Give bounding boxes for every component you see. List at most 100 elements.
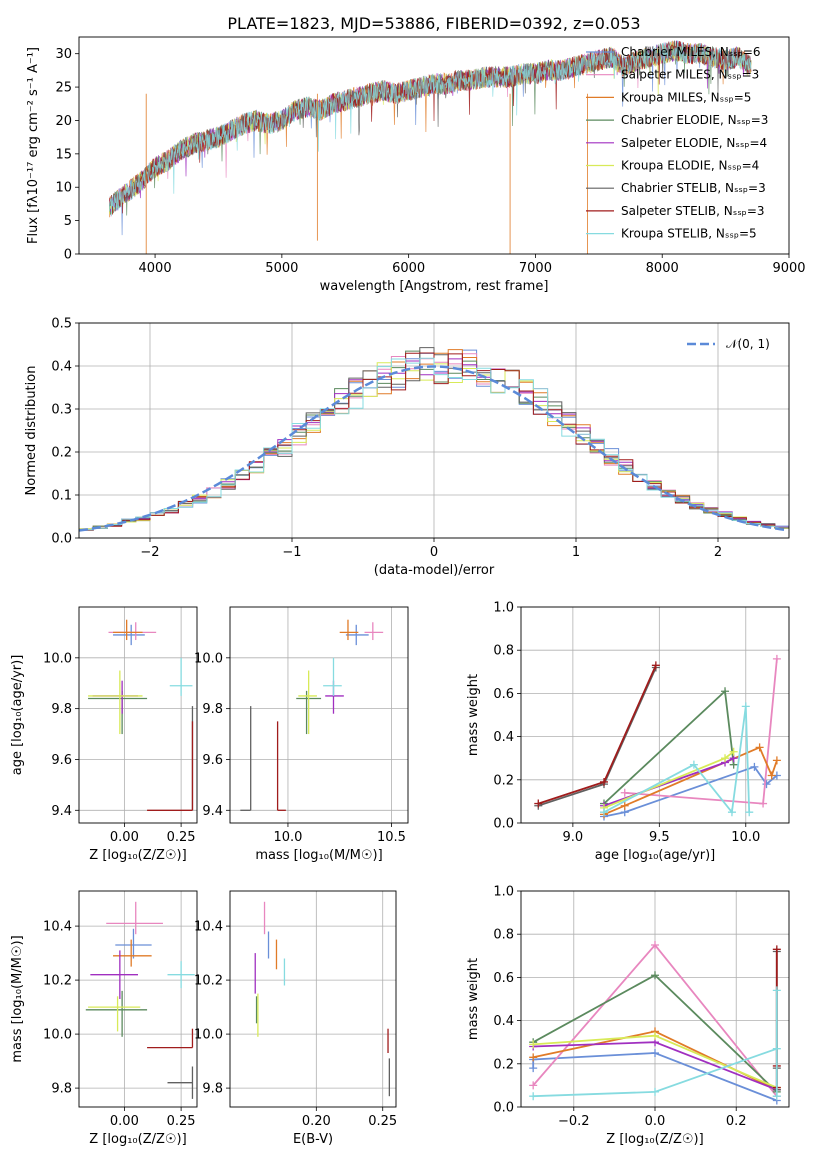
mass_vs_EBV-xtick-label: 0.20 xyxy=(302,1114,331,1129)
residuals-ytick-label: 0.4 xyxy=(51,360,72,375)
weight_vs_Z-ytick-label: 0.6 xyxy=(493,971,514,986)
residuals-xtick-label: 1 xyxy=(572,545,580,560)
residuals-ytick-label: 0.3 xyxy=(51,403,72,418)
spectrum-xtick-label: 4000 xyxy=(139,261,172,276)
mass_vs_Z-point xyxy=(113,939,152,967)
mass_vs_EBV-ytick-label: 10.0 xyxy=(194,1028,223,1043)
weight_vs_age-marker xyxy=(727,808,736,817)
spectrum-xtick-label: 7000 xyxy=(519,261,552,276)
panels: 4000 5000 6000 7000 8000 9000051015202530wave… xyxy=(10,36,806,1147)
age_vs_mass-axes: 10.0 10.5 9.4 9.6 9.8 10.0 mass [log₁₀(M/M☉)] xyxy=(194,607,408,863)
age_vs_mass-xlabel: mass [log₁₀(M/M☉)] xyxy=(255,848,382,863)
weight_vs_age-ytick-label: 1.0 xyxy=(493,601,514,616)
weight_vs_age-xtick-label: 10.0 xyxy=(731,830,760,845)
weight_vs_age-marker xyxy=(599,777,608,786)
mass_vs_Z-xlabel: Z [log₁₀(Z/Z☉)] xyxy=(89,1132,186,1147)
mass_vs_Z-point xyxy=(106,901,163,935)
residuals-axes: −2 −1 0 1 2 0.0 0.1 0.2 0.3 0.4 0.5 (data-model)/er… xyxy=(24,317,789,578)
weight_vs_age-ytick-label: 0.8 xyxy=(493,644,514,659)
spectrum-ytick-label: 5 xyxy=(64,214,72,229)
age_vs_Z-point xyxy=(113,619,143,641)
spectrum-legend-entry: Salpeter MILES, Nₛₛₚ=3 xyxy=(621,68,759,82)
spectrum-frame xyxy=(78,36,790,255)
weight_vs_age-marker xyxy=(729,747,738,756)
figure-title: PLATE=1823, MJD=53886, FIBERID=0392, z=0… xyxy=(227,14,640,33)
weight_vs_age-axes: 9.0 9.5 10.0 0.0 0.2 0.4 0.6 0.8 1.0 age [log₁₀(a… xyxy=(466,601,789,863)
spectrum-legend: Chabrier MILES, Nₛₛₚ=6 Salpeter MILES, Nₛ… xyxy=(586,45,768,241)
weight_vs_Z-xtick-label: −0.2 xyxy=(558,1114,590,1129)
weight_vs_age-marker xyxy=(755,743,764,752)
weight_vs_Z-marker xyxy=(772,945,781,954)
weight_vs_Z-marker xyxy=(651,941,659,949)
spectrum-ytick-label: 30 xyxy=(55,47,72,62)
weight_vs_age-marker xyxy=(741,702,750,711)
weight_vs_Z-xtick-label: 0.2 xyxy=(726,1114,747,1129)
weight_vs_Z-marker xyxy=(529,1092,538,1101)
age_vs_Z-point xyxy=(147,721,194,811)
weight_vs_age-series-line xyxy=(624,658,778,805)
weight_vs_age-ytick-label: 0.4 xyxy=(493,730,514,745)
mass_vs_Z-frame xyxy=(78,890,198,1108)
weight_vs_Z-marker xyxy=(772,1044,781,1053)
age_vs_mass-ytick-label: 9.6 xyxy=(202,753,223,768)
residuals-ytick-label: 0.0 xyxy=(51,532,72,547)
weight_vs_age-ytick-label: 0.0 xyxy=(493,817,514,832)
spectrum-legend-entry: Kroupa STELIB, Nₛₛₚ=5 xyxy=(621,227,757,241)
age_vs_Z-ytick-label: 9.4 xyxy=(51,804,72,819)
weight_vs_age-xlabel: age [log₁₀(age/yr)] xyxy=(595,848,716,863)
spectrum-legend-entry: Chabrier ELODIE, Nₛₛₚ=3 xyxy=(621,113,768,127)
mass_vs_Z-ytick-label: 10.2 xyxy=(43,974,72,989)
age_vs_mass-point xyxy=(298,670,317,735)
age_vs_mass-points xyxy=(240,619,384,811)
residuals-legend: 𝒩(0, 1) xyxy=(687,337,770,351)
weight_vs_age-marker xyxy=(620,788,629,797)
age_vs_mass-point xyxy=(276,721,286,811)
age_vs_Z-frame xyxy=(78,606,198,824)
mass_vs_Z-point xyxy=(85,990,148,1037)
residuals-ytick-label: 0.2 xyxy=(51,446,72,461)
weight_vs_Z-marker xyxy=(529,1053,538,1062)
mass_vs_Z-point xyxy=(88,996,141,1032)
age_vs_Z-point xyxy=(113,624,145,646)
weight_vs_age-series-line xyxy=(538,664,657,805)
weight_vs_age-ylabel: mass weight xyxy=(466,674,481,756)
weight_vs_age-marker xyxy=(689,760,698,769)
weight_vs_age-series-line xyxy=(603,746,778,816)
age_vs_Z-ytick-label: 9.8 xyxy=(51,702,72,717)
age_vs_Z-points xyxy=(88,619,194,811)
mass_vs_Z-point xyxy=(167,961,195,989)
mass_vs_Z-ytick-label: 10.4 xyxy=(43,920,72,935)
weight_vs_age-marker xyxy=(750,762,759,771)
spectrum-axes: 4000 5000 6000 7000 8000 9000 0 5 10 15 20 25 30 wave… xyxy=(26,47,806,294)
weight_vs_Z-marker xyxy=(529,1040,538,1049)
normal-curve xyxy=(79,365,787,532)
age_vs_Z-point xyxy=(108,622,157,641)
weight_vs_Z-frame xyxy=(520,890,790,1108)
spectrum-xlabel: wavelength [Angstrom, rest frame] xyxy=(320,279,549,294)
age_vs_mass-xtick-label: 10.5 xyxy=(377,830,406,845)
weight_vs_Z-ytick-label: 0.4 xyxy=(493,1014,514,1029)
age_vs_mass-point xyxy=(364,622,384,641)
normal-legend-label: 𝒩(0, 1) xyxy=(726,337,770,351)
age_vs_mass-point xyxy=(240,706,252,811)
mass_vs_EBV-frame xyxy=(229,890,397,1108)
weight_vs_age-xtick-label: 9.0 xyxy=(563,830,584,845)
age_vs_Z-point xyxy=(88,670,143,735)
weight_vs_Z-xlabel: Z [log₁₀(Z/Z☉)] xyxy=(606,1132,703,1147)
age_vs_mass-ytick-label: 9.4 xyxy=(202,804,223,819)
age_vs_Z-ylabel: age [log₁₀(age/yr)] xyxy=(10,655,25,776)
spectrum-legend-entry: Chabrier MILES, Nₛₛₚ=6 xyxy=(621,45,761,59)
residuals-ylabel: Normed distribution xyxy=(24,366,39,496)
weight_vs_age-marker xyxy=(745,808,754,817)
residuals-histograms xyxy=(79,347,789,538)
residuals-xtick-label: −1 xyxy=(282,545,301,560)
age_vs_Z-xtick-label: 0.00 xyxy=(110,830,139,845)
weight_vs_Z-series-line xyxy=(532,1052,778,1102)
weight_vs_age-series xyxy=(599,743,781,819)
age_vs_Z-point xyxy=(169,657,193,696)
mass_vs_Z-axes: 0.00 0.25 9.8 10.0 10.2 10.4 Z [log₁₀(Z/Z☉)] ma… xyxy=(10,891,197,1147)
weight_vs_Z-ytick-label: 0.0 xyxy=(493,1101,514,1116)
spectrum-ytick-label: 15 xyxy=(55,147,72,162)
mass_vs_Z-ylabel: mass [log₁₀(M/M☉)] xyxy=(10,935,25,1062)
